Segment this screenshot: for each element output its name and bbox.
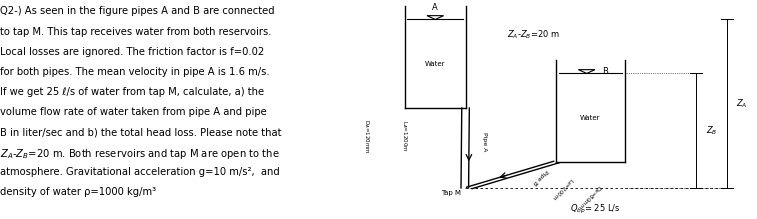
Text: $Z_A$: $Z_A$	[736, 97, 747, 110]
Text: Q2-) As seen in the figure pipes A and B are connected: Q2-) As seen in the figure pipes A and B…	[0, 7, 275, 16]
Text: D$_A$=120mm: D$_A$=120mm	[363, 119, 372, 153]
Text: L$_A$=1200m: L$_A$=1200m	[400, 120, 410, 152]
Text: L$_B$=200m: L$_B$=200m	[549, 175, 575, 202]
Text: Local losses are ignored. The friction factor is f=0.02: Local losses are ignored. The friction f…	[0, 47, 264, 57]
Text: B: B	[603, 67, 609, 76]
Text: Water: Water	[425, 61, 446, 67]
Text: If we get 25 ℓ/s of water from tap M, calculate, a) the: If we get 25 ℓ/s of water from tap M, ca…	[0, 87, 264, 97]
Text: A: A	[432, 4, 438, 12]
Text: Pipe A: Pipe A	[481, 132, 487, 151]
Text: for both pipes. The mean velocity in pipe A is 1.6 m/s.: for both pipes. The mean velocity in pip…	[0, 67, 269, 77]
Text: B in liter/sec and b) the total head loss. Please note that: B in liter/sec and b) the total head los…	[0, 127, 282, 137]
Text: density of water ρ=1000 kg/m³: density of water ρ=1000 kg/m³	[0, 187, 156, 197]
Text: $Q_{bp}$= 25 L/s: $Q_{bp}$= 25 L/s	[571, 203, 621, 216]
Text: volume flow rate of water taken from pipe A and pipe: volume flow rate of water taken from pip…	[0, 107, 266, 117]
Text: D$_B$=80mm: D$_B$=80mm	[575, 182, 603, 210]
Text: to tap M. This tap receives water from both reservoirs.: to tap M. This tap receives water from b…	[0, 26, 272, 37]
Text: $Z_A$-$Z_B$=20 m. Both reservoirs and tap M are open to the: $Z_A$-$Z_B$=20 m. Both reservoirs and ta…	[0, 147, 279, 161]
Text: Tap M: Tap M	[441, 190, 461, 196]
Text: Pipe B: Pipe B	[531, 168, 548, 185]
Text: $Z_A$-$Z_B$=20 m: $Z_A$-$Z_B$=20 m	[507, 28, 560, 41]
Text: $Z_B$: $Z_B$	[706, 124, 717, 137]
Text: atmosphere. Gravitational acceleration g=10 m/s²,  and: atmosphere. Gravitational acceleration g…	[0, 167, 280, 177]
Text: Water: Water	[580, 115, 601, 121]
